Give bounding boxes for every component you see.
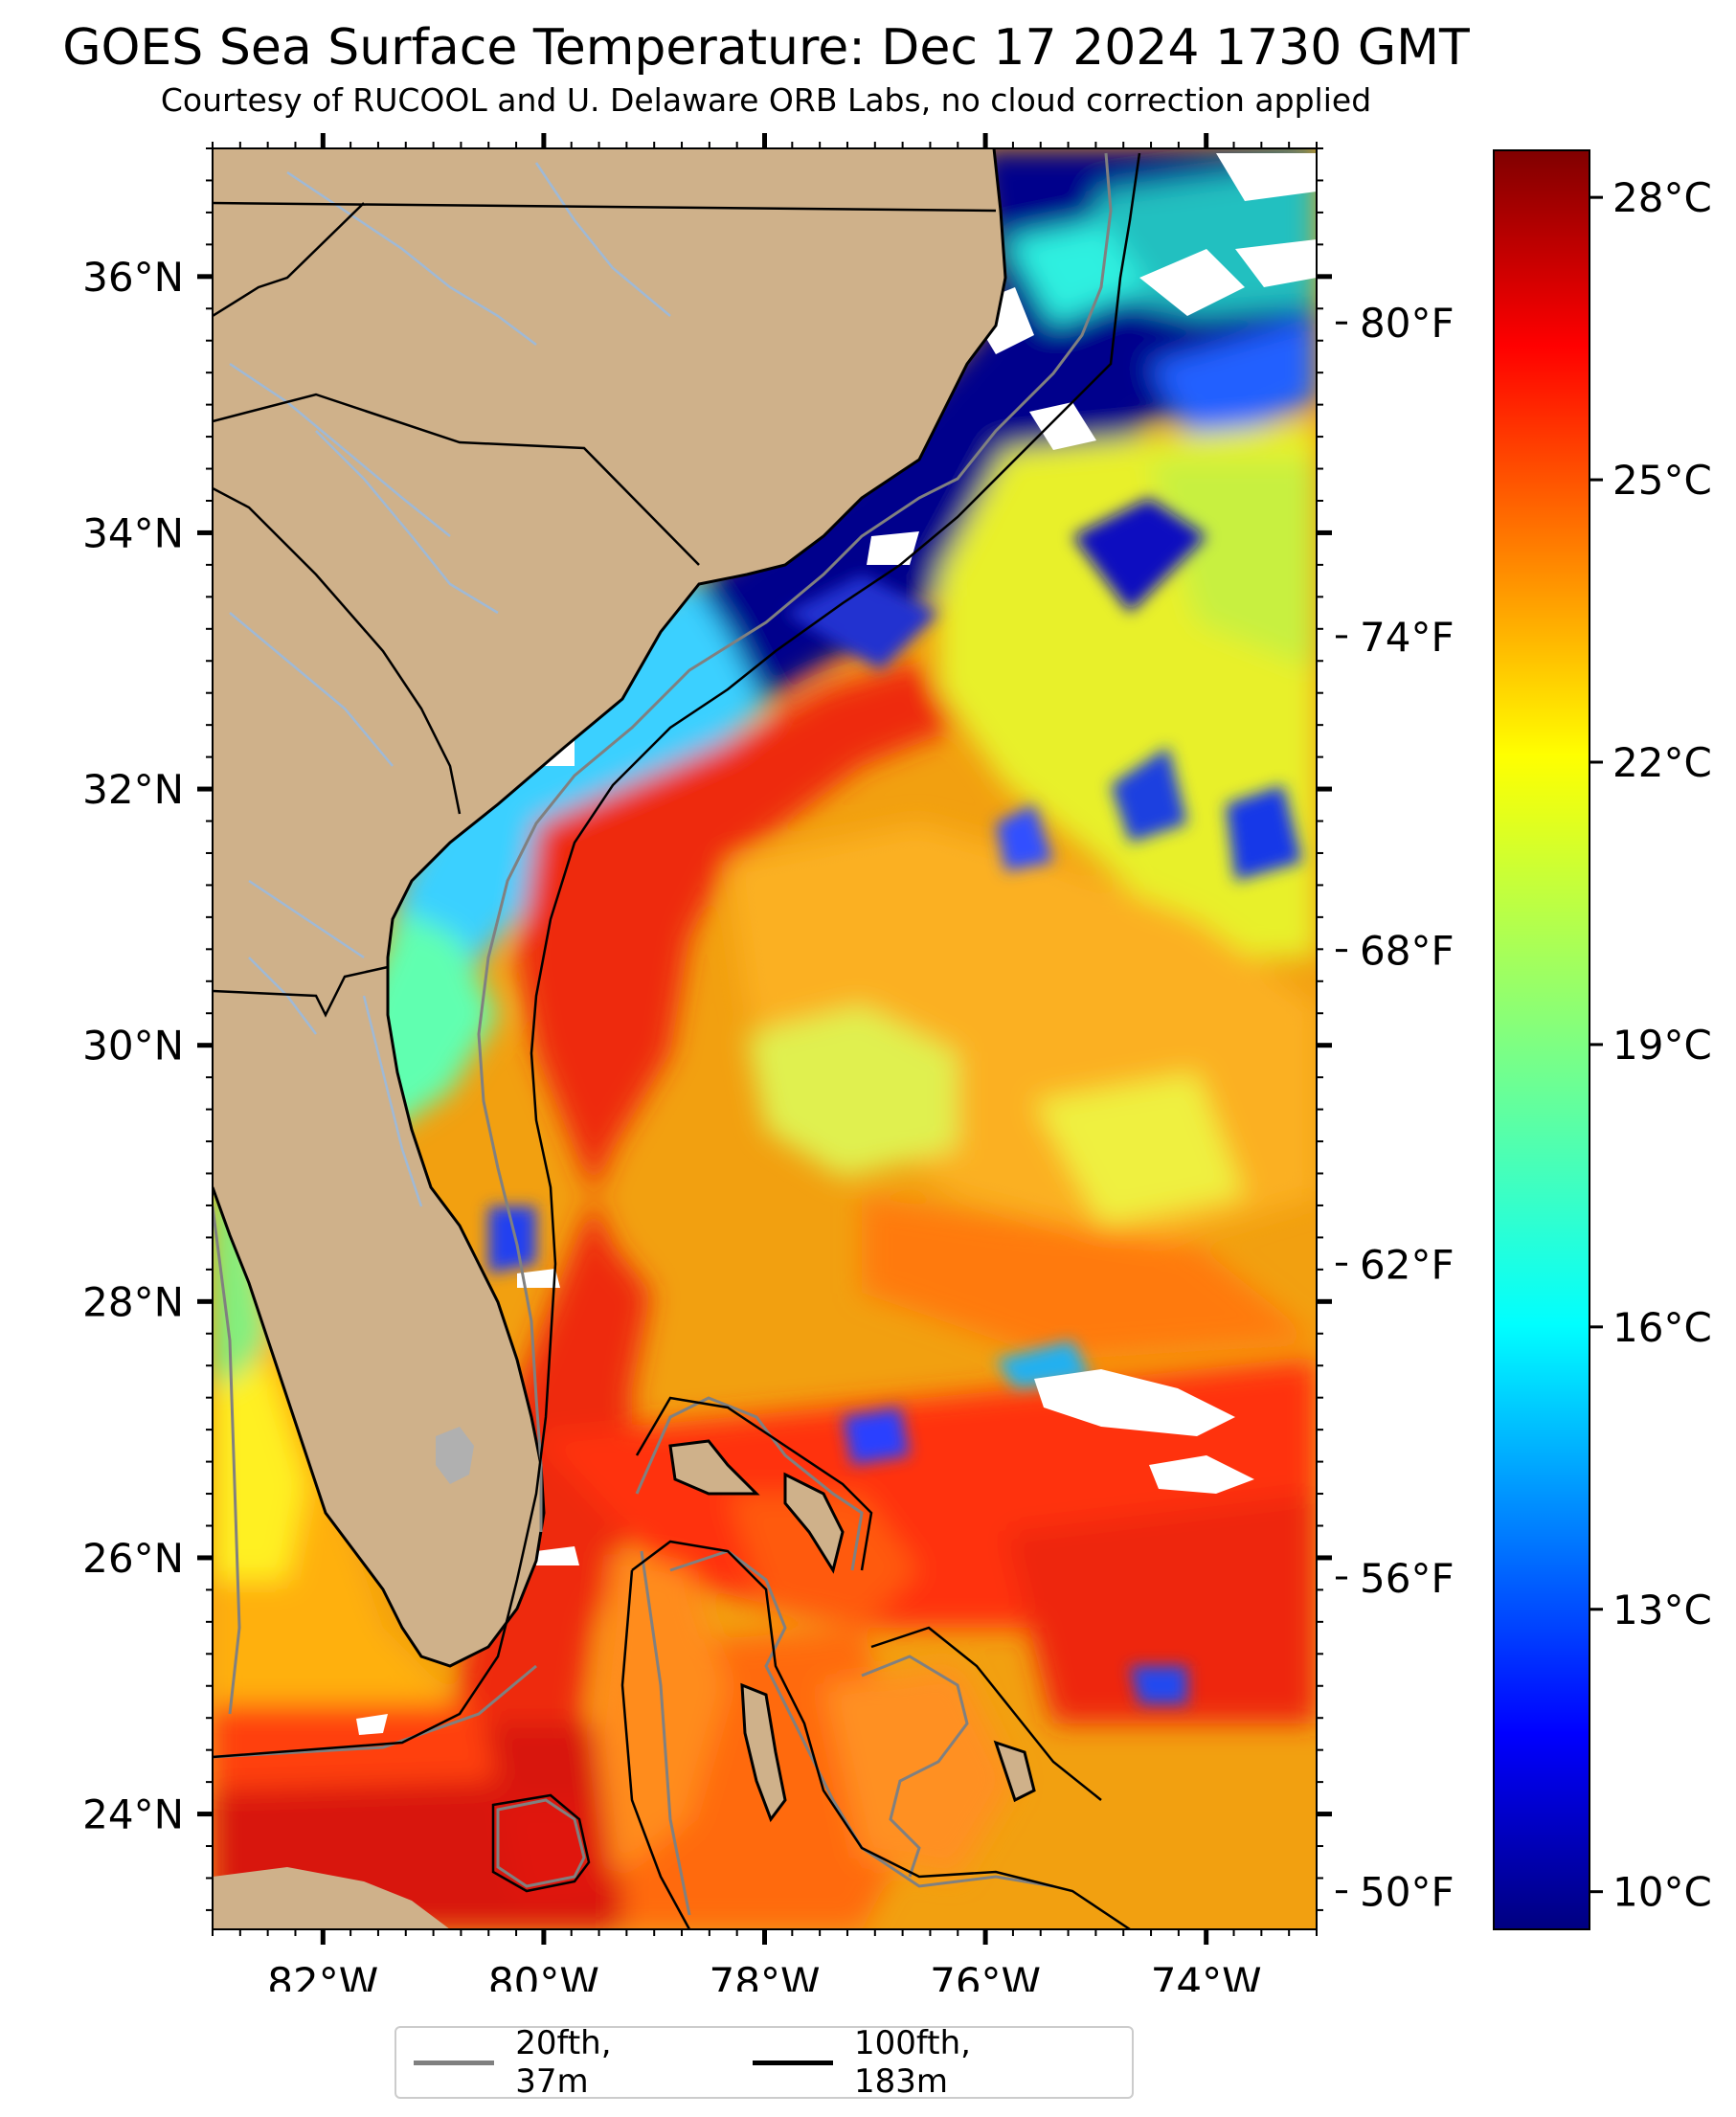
legend-swatch-100fth bbox=[752, 2060, 833, 2065]
colorbar-celsius-label: 28°C bbox=[1612, 174, 1712, 221]
colorbar-fahrenheit-label: 80°F bbox=[1360, 300, 1454, 347]
colorbar-celsius-label: 16°C bbox=[1612, 1304, 1712, 1351]
latitude-axis: 36°N 34°N 32°N 30°N 28°N 26°N 24°N bbox=[82, 254, 184, 1838]
legend-label-100fth: 100fth, 183m bbox=[854, 2024, 971, 2101]
lon-tick-label: 78°W bbox=[710, 1959, 821, 1992]
legend-swatch-20fth bbox=[414, 2060, 495, 2065]
state-borders bbox=[213, 201, 997, 1018]
colorbar-fahrenheit-label: 62°F bbox=[1360, 1241, 1454, 1288]
colorbar-fahrenheit-label: 74°F bbox=[1360, 614, 1454, 661]
contour-100fth bbox=[213, 152, 1141, 1929]
colorbar-celsius-axis: 28°C 25°C 22°C 19°C 16°C 13°C 10°C bbox=[1589, 174, 1712, 1916]
map-subtitle: Courtesy of RUCOOL and U. Delaware ORB L… bbox=[160, 81, 1372, 119]
lat-tick-label: 32°N bbox=[82, 766, 184, 813]
colorbar-fahrenheit-label: 50°F bbox=[1360, 1869, 1454, 1916]
colorbar-celsius-label: 25°C bbox=[1612, 457, 1712, 504]
longitude-axis: 82°W 80°W 78°W 76°W 74°W bbox=[267, 1959, 1261, 1992]
lat-tick-label: 24°N bbox=[82, 1791, 184, 1838]
lat-tick-label: 36°N bbox=[82, 254, 184, 301]
coastline bbox=[213, 148, 1036, 1823]
lon-tick-label: 74°W bbox=[1151, 1959, 1262, 1992]
colorbar-fahrenheit-label: 56°F bbox=[1360, 1555, 1454, 1602]
map-title: GOES Sea Surface Temperature: Dec 17 202… bbox=[62, 19, 1470, 77]
map-ticks bbox=[197, 133, 1332, 1945]
colorbar bbox=[1493, 149, 1590, 1930]
lat-tick-label: 28°N bbox=[82, 1278, 184, 1325]
lat-tick-label: 30°N bbox=[82, 1023, 184, 1070]
land bbox=[213, 148, 1034, 1929]
colorbar-fahrenheit-axis: 80°F 74°F 68°F 62°F 56°F 50°F bbox=[1336, 300, 1454, 1916]
colorbar-celsius-label: 19°C bbox=[1612, 1022, 1712, 1069]
lon-tick-label: 76°W bbox=[930, 1959, 1041, 1992]
legend-item-20fth: 20fth, 37m bbox=[414, 2024, 691, 2101]
contour-20fth bbox=[213, 152, 1113, 1916]
legend-item-100fth: 100fth, 183m bbox=[752, 2024, 1071, 2101]
colorbar-fahrenheit-label: 68°F bbox=[1360, 928, 1454, 975]
sst-figure: 82°W 80°W 78°W 76°W 74°W 36°N 34°N 32°N 30°N 28°… bbox=[82, 133, 1712, 1992]
colorbar-celsius-label: 22°C bbox=[1612, 739, 1712, 786]
lat-tick-label: 26°N bbox=[82, 1535, 184, 1582]
contour-legend: 20fth, 37m 100fth, 183m bbox=[395, 2024, 1134, 2101]
lon-tick-label: 80°W bbox=[488, 1959, 599, 1992]
colorbar-celsius-label: 13°C bbox=[1612, 1587, 1712, 1633]
rivers bbox=[229, 162, 671, 1207]
colorbar-celsius-label: 10°C bbox=[1612, 1869, 1712, 1916]
legend-label-20fth: 20fth, 37m bbox=[515, 2024, 612, 2101]
lat-tick-label: 34°N bbox=[82, 509, 184, 556]
lon-tick-label: 82°W bbox=[267, 1959, 378, 1992]
